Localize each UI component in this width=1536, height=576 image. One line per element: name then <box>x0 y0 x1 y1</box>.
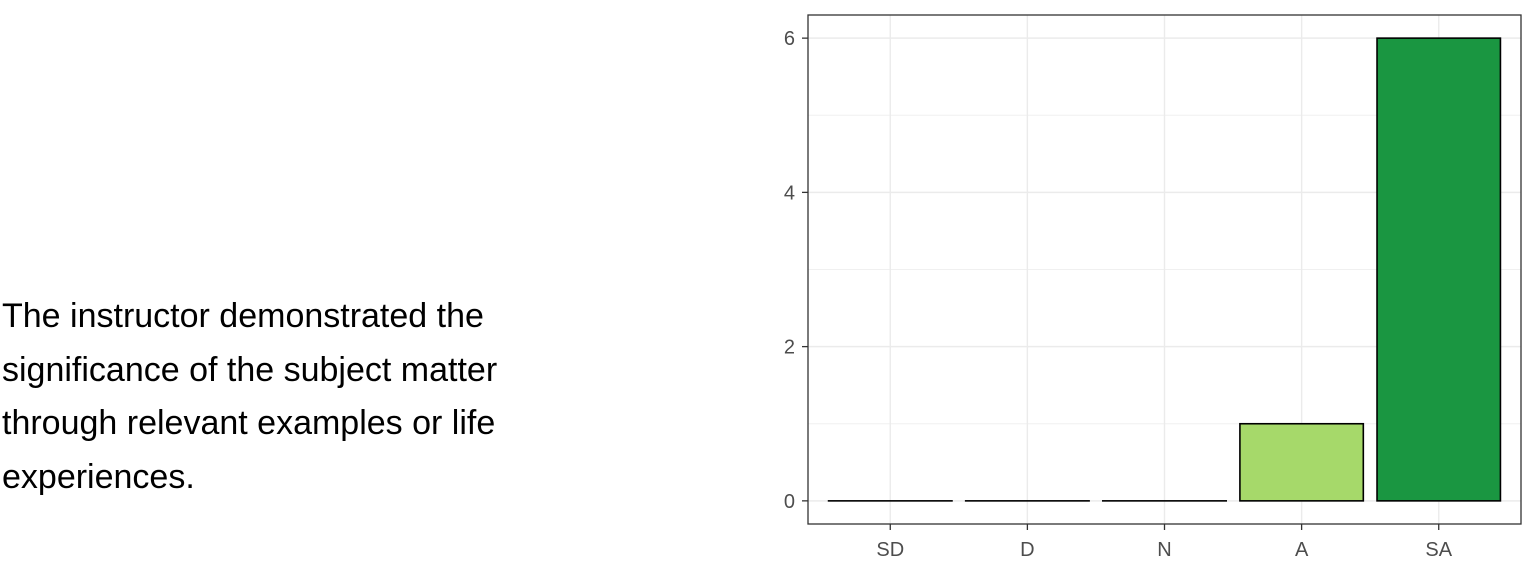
y-tick-label: 2 <box>784 337 795 359</box>
bars <box>827 37 1502 502</box>
y-tick-label: 0 <box>784 491 795 513</box>
x-axis: SD D N A SA <box>876 524 1453 561</box>
y-tick-label: 6 <box>784 28 795 50</box>
bar-a <box>1239 422 1365 502</box>
x-tick-label-sd: SD <box>876 539 904 561</box>
y-tick-label: 4 <box>784 182 795 204</box>
x-tick-label-a: A <box>1295 539 1309 561</box>
y-axis: 0 2 4 6 <box>784 28 808 513</box>
x-tick-label-sa: SA <box>1425 539 1452 561</box>
bar-sa <box>1376 37 1502 502</box>
x-tick-label-d: D <box>1020 539 1034 561</box>
question-text: The instructor demonstrated the signific… <box>2 297 498 496</box>
x-tick-label-n: N <box>1157 539 1171 561</box>
